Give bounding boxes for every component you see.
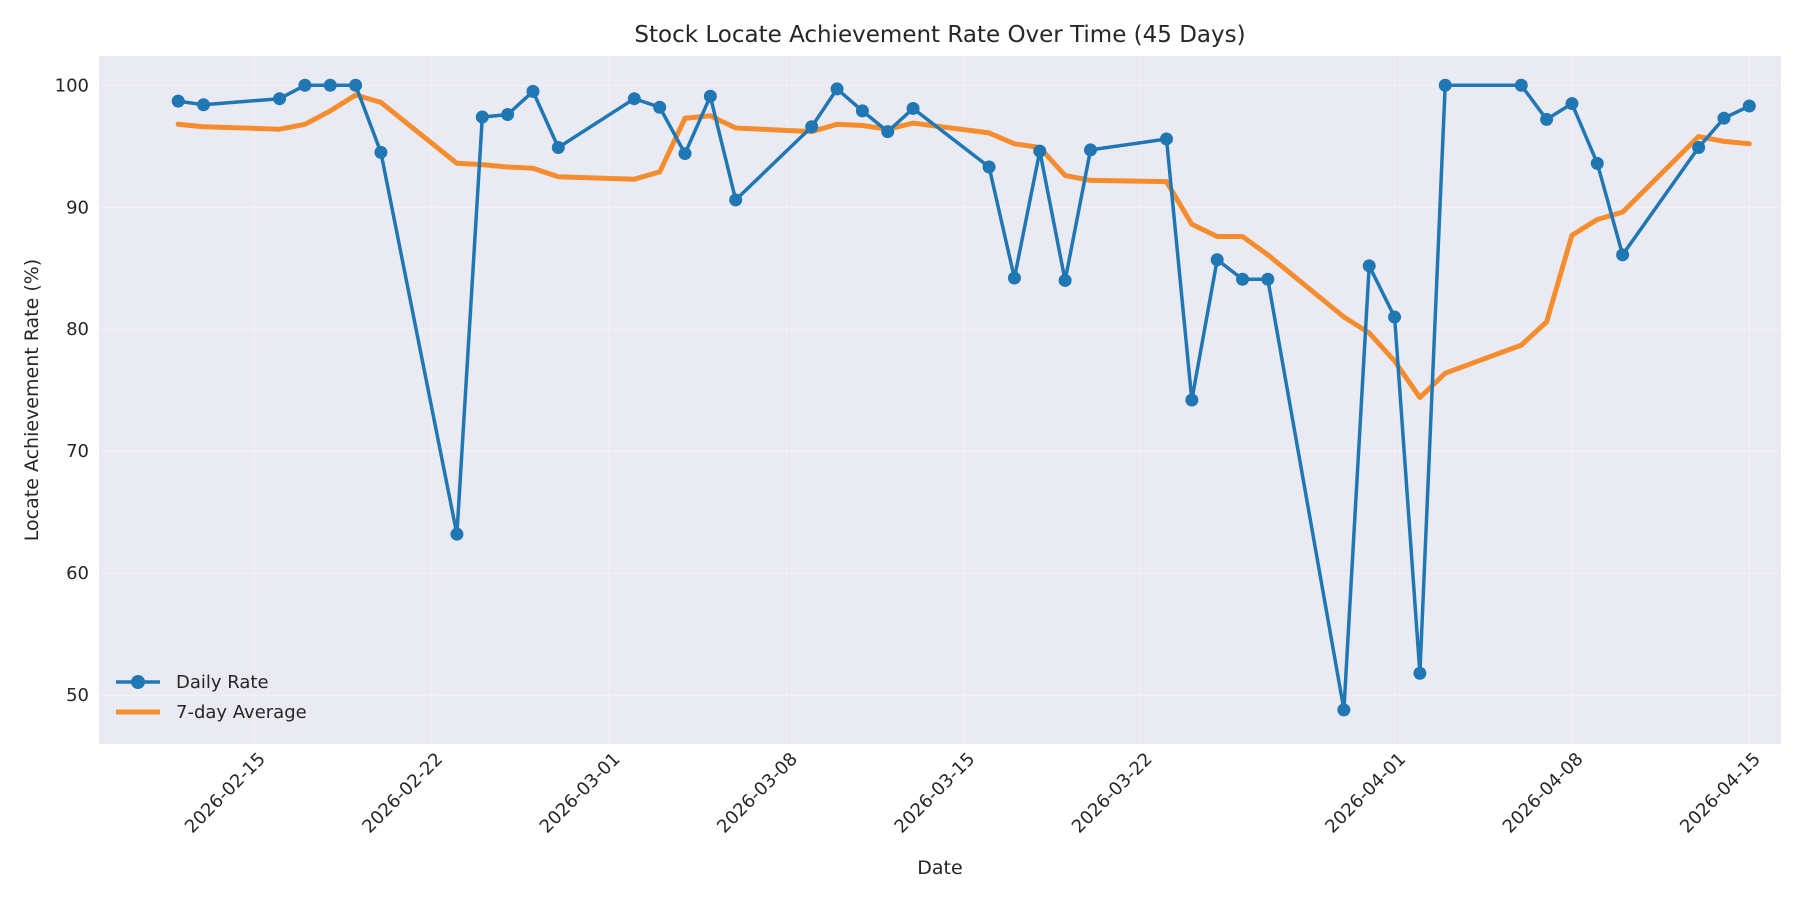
- x-tick-label: 2026-04-08: [1499, 749, 1588, 838]
- x-tick-label: 2026-03-01: [536, 749, 625, 838]
- data-point-daily-rate: [1413, 666, 1427, 680]
- data-point-daily-rate: [1261, 272, 1275, 286]
- data-point-daily-rate: [1185, 393, 1199, 407]
- data-point-daily-rate: [881, 125, 895, 139]
- data-point-daily-rate: [627, 92, 641, 106]
- data-point-daily-rate: [1033, 144, 1047, 158]
- y-tick-label: 90: [66, 197, 89, 218]
- data-point-daily-rate: [906, 101, 920, 115]
- data-point-daily-rate: [1616, 248, 1630, 262]
- data-point-daily-rate: [678, 147, 692, 161]
- x-tick-label: 2026-02-22: [358, 749, 447, 838]
- data-point-daily-rate: [273, 92, 287, 106]
- chart-title: Stock Locate Achievement Rate Over Time …: [634, 22, 1245, 48]
- data-point-daily-rate: [1717, 111, 1731, 125]
- y-tick-label: 60: [66, 563, 89, 584]
- data-point-daily-rate: [1058, 273, 1072, 287]
- data-point-daily-rate: [171, 94, 185, 108]
- series-layer: [171, 78, 1756, 717]
- data-point-daily-rate: [197, 98, 211, 112]
- x-tick-label: 2026-02-15: [181, 749, 270, 838]
- data-point-daily-rate: [805, 120, 819, 134]
- data-point-daily-rate: [982, 160, 996, 174]
- data-point-daily-rate: [729, 193, 743, 207]
- data-point-daily-rate: [526, 84, 540, 98]
- data-point-daily-rate: [830, 82, 844, 96]
- y-tick-label: 70: [66, 441, 89, 462]
- data-point-daily-rate: [551, 140, 565, 154]
- y-tick-label: 50: [66, 685, 89, 706]
- data-point-daily-rate: [475, 110, 489, 124]
- data-point-daily-rate: [1159, 132, 1173, 146]
- x-tick-label: 2026-04-01: [1321, 749, 1410, 838]
- legend-marker-daily-rate: [131, 675, 145, 689]
- data-point-daily-rate: [1007, 271, 1021, 285]
- legend: Daily Rate 7-day Average: [116, 672, 307, 723]
- data-point-daily-rate: [1692, 140, 1706, 154]
- data-point-daily-rate: [1337, 703, 1351, 717]
- x-tick-label: 2026-03-22: [1068, 749, 1157, 838]
- data-point-daily-rate: [1514, 78, 1528, 92]
- data-point-daily-rate: [323, 78, 337, 92]
- data-point-daily-rate: [298, 78, 312, 92]
- data-point-daily-rate: [855, 104, 869, 118]
- data-point-daily-rate: [1565, 97, 1579, 111]
- data-point-daily-rate: [450, 527, 464, 541]
- data-point-daily-rate: [1362, 259, 1376, 273]
- legend-label-7-day-average: 7-day Average: [176, 702, 307, 723]
- y-tick-label: 80: [66, 319, 89, 340]
- y-axis-ticks: 50 60 70 80 90 100: [55, 75, 89, 706]
- data-point-daily-rate: [1438, 78, 1452, 92]
- legend-label-daily-rate: Daily Rate: [176, 672, 269, 693]
- data-point-daily-rate: [1083, 143, 1097, 157]
- data-point-daily-rate: [374, 145, 388, 159]
- y-axis-title: Locate Achievement Rate (%): [21, 259, 43, 541]
- data-point-daily-rate: [703, 89, 717, 103]
- data-point-daily-rate: [349, 78, 363, 92]
- series-line-7-day-average: [175, 92, 1752, 401]
- data-point-daily-rate: [1388, 310, 1402, 324]
- y-tick-label: 100: [55, 75, 89, 96]
- x-tick-label: 2026-03-15: [890, 749, 979, 838]
- x-axis-title: Date: [917, 857, 962, 879]
- plot-area: [99, 56, 1781, 744]
- data-point-daily-rate: [1540, 112, 1554, 126]
- x-tick-label: 2026-04-15: [1676, 749, 1765, 838]
- data-point-daily-rate: [1590, 156, 1604, 170]
- x-axis-ticks: 2026-02-15 2026-02-22 2026-03-01 2026-03-08…: [181, 749, 1765, 838]
- data-point-daily-rate: [1742, 99, 1756, 113]
- data-point-daily-rate: [1210, 253, 1224, 267]
- data-point-daily-rate: [1236, 272, 1250, 286]
- data-point-daily-rate: [501, 108, 515, 122]
- x-tick-label: 2026-03-08: [713, 749, 802, 838]
- data-point-daily-rate: [653, 100, 667, 114]
- grid-lines: [99, 56, 1781, 744]
